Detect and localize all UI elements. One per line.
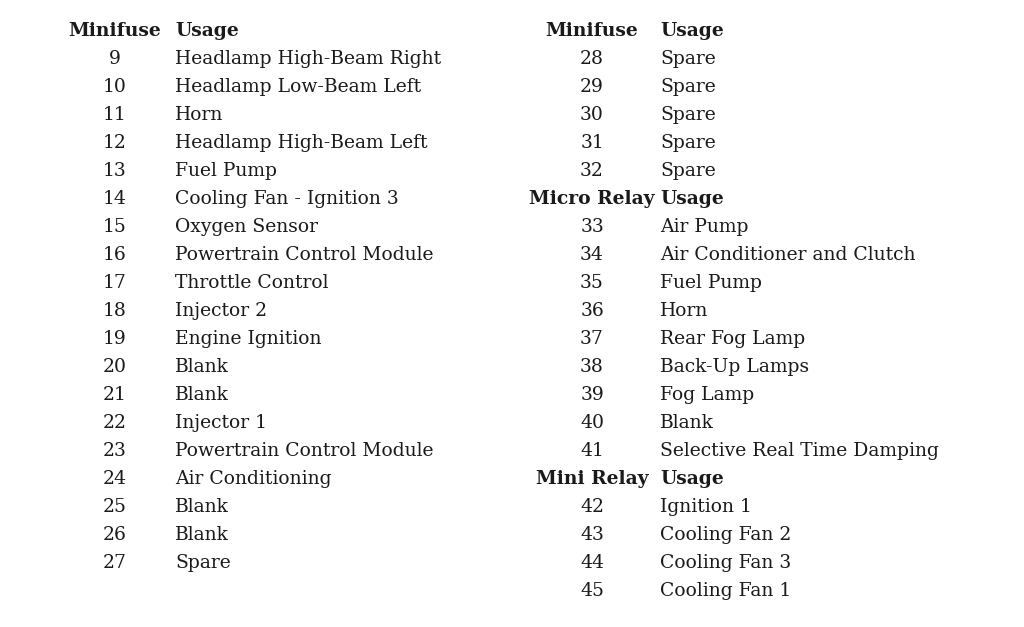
Text: Horn: Horn (175, 106, 223, 124)
Text: Blank: Blank (660, 414, 714, 432)
Text: Mini Relay: Mini Relay (536, 470, 648, 488)
Text: Headlamp High-Beam Left: Headlamp High-Beam Left (175, 134, 427, 152)
Text: 21: 21 (103, 386, 127, 404)
Text: 20: 20 (103, 358, 127, 376)
Text: 24: 24 (103, 470, 127, 488)
Text: 39: 39 (581, 386, 604, 404)
Text: 18: 18 (103, 302, 127, 320)
Text: Cooling Fan - Ignition 3: Cooling Fan - Ignition 3 (175, 190, 398, 208)
Text: Fuel Pump: Fuel Pump (660, 274, 762, 292)
Text: Horn: Horn (660, 302, 709, 320)
Text: Minifuse: Minifuse (69, 22, 162, 40)
Text: Fog Lamp: Fog Lamp (660, 386, 755, 404)
Text: 40: 40 (580, 414, 604, 432)
Text: Air Pump: Air Pump (660, 218, 749, 236)
Text: Micro Relay: Micro Relay (529, 190, 654, 208)
Text: Spare: Spare (660, 162, 716, 180)
Text: Engine Ignition: Engine Ignition (175, 330, 322, 348)
Text: Blank: Blank (175, 498, 229, 516)
Text: 30: 30 (580, 106, 604, 124)
Text: 43: 43 (580, 526, 604, 544)
Text: Injector 1: Injector 1 (175, 414, 267, 432)
Text: 10: 10 (103, 78, 127, 96)
Text: Spare: Spare (660, 78, 716, 96)
Text: 19: 19 (103, 330, 127, 348)
Text: 29: 29 (580, 78, 604, 96)
Text: Selective Real Time Damping: Selective Real Time Damping (660, 442, 939, 460)
Text: 13: 13 (103, 162, 127, 180)
Text: 12: 12 (103, 134, 127, 152)
Text: Air Conditioning: Air Conditioning (175, 470, 332, 488)
Text: 32: 32 (580, 162, 604, 180)
Text: Injector 2: Injector 2 (175, 302, 267, 320)
Text: 16: 16 (103, 246, 127, 264)
Text: 15: 15 (103, 218, 127, 236)
Text: Fuel Pump: Fuel Pump (175, 162, 278, 180)
Text: 11: 11 (103, 106, 127, 124)
Text: Air Conditioner and Clutch: Air Conditioner and Clutch (660, 246, 915, 264)
Text: Blank: Blank (175, 358, 229, 376)
Text: Spare: Spare (660, 134, 716, 152)
Text: Headlamp High-Beam Right: Headlamp High-Beam Right (175, 50, 441, 68)
Text: Blank: Blank (175, 526, 229, 544)
Text: 42: 42 (580, 498, 604, 516)
Text: 23: 23 (103, 442, 127, 460)
Text: Powertrain Control Module: Powertrain Control Module (175, 442, 433, 460)
Text: 31: 31 (581, 134, 604, 152)
Text: Ignition 1: Ignition 1 (660, 498, 752, 516)
Text: 22: 22 (103, 414, 127, 432)
Text: Powertrain Control Module: Powertrain Control Module (175, 246, 433, 264)
Text: 17: 17 (103, 274, 127, 292)
Text: Cooling Fan 2: Cooling Fan 2 (660, 526, 792, 544)
Text: 14: 14 (103, 190, 127, 208)
Text: 25: 25 (103, 498, 127, 516)
Text: Back-Up Lamps: Back-Up Lamps (660, 358, 809, 376)
Text: 44: 44 (580, 554, 604, 572)
Text: Usage: Usage (660, 190, 724, 208)
Text: Headlamp Low-Beam Left: Headlamp Low-Beam Left (175, 78, 421, 96)
Text: 26: 26 (103, 526, 127, 544)
Text: 36: 36 (581, 302, 604, 320)
Text: Throttle Control: Throttle Control (175, 274, 329, 292)
Text: Usage: Usage (175, 22, 239, 40)
Text: 9: 9 (110, 50, 121, 68)
Text: Blank: Blank (175, 386, 229, 404)
Text: Rear Fog Lamp: Rear Fog Lamp (660, 330, 805, 348)
Text: 27: 27 (103, 554, 127, 572)
Text: Minifuse: Minifuse (546, 22, 638, 40)
Text: Cooling Fan 1: Cooling Fan 1 (660, 582, 792, 600)
Text: Usage: Usage (660, 470, 724, 488)
Text: 38: 38 (580, 358, 604, 376)
Text: 37: 37 (580, 330, 604, 348)
Text: Spare: Spare (175, 554, 230, 572)
Text: Usage: Usage (660, 22, 724, 40)
Text: 34: 34 (580, 246, 604, 264)
Text: 28: 28 (580, 50, 604, 68)
Text: 45: 45 (580, 582, 604, 600)
Text: Spare: Spare (660, 50, 716, 68)
Text: 33: 33 (581, 218, 604, 236)
Text: Cooling Fan 3: Cooling Fan 3 (660, 554, 792, 572)
Text: 35: 35 (580, 274, 604, 292)
Text: Spare: Spare (660, 106, 716, 124)
Text: 41: 41 (580, 442, 604, 460)
Text: Oxygen Sensor: Oxygen Sensor (175, 218, 318, 236)
